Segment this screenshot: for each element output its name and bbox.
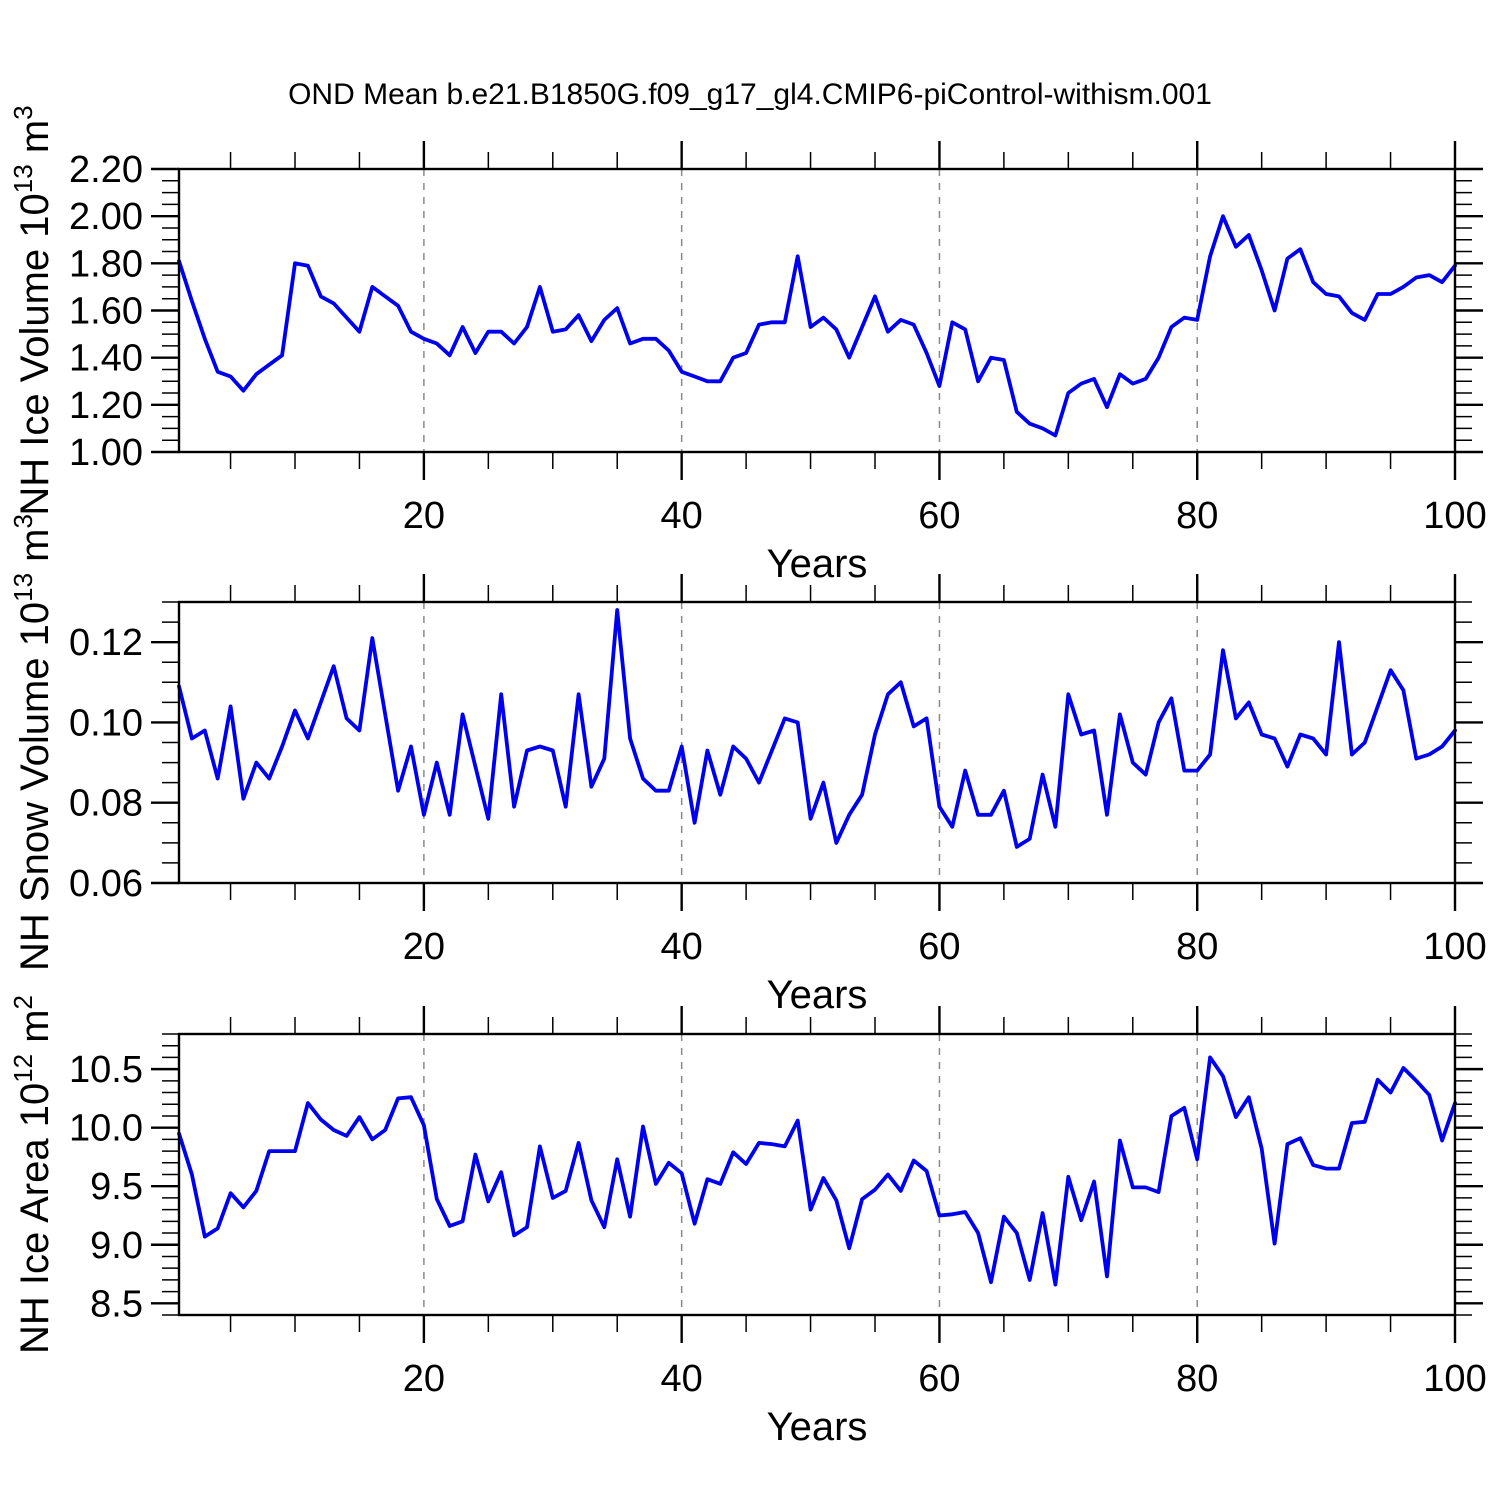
y-tick-label: 0.08 [69,783,143,825]
tick-labels: 20 40 60 80 100 1.00 1.20 1.40 1.60 1.80 2.00 2.20 [69,149,1487,537]
data-line [177,214,1457,438]
x-tick-label: 20 [403,926,445,968]
y-axis-title: NH Snow Volume 1013 m3 [8,514,57,971]
snow-volume-panel: 20 40 60 80 100 0.06 0.08 0.10 0.12 Years NH Snow … [8,514,1487,1017]
ticks [151,141,1483,480]
x-axis-title: Years [767,1405,868,1449]
x-tick-label: 80 [1176,926,1218,968]
y-axis-title: NH Ice Area 1012 m2 [8,995,57,1354]
chart-title: OND Mean b.e21.B1850G.f09_g17_gl4.CMIP6-… [288,78,1212,111]
x-axis-title: Years [767,973,868,1017]
y-tick-label: 1.20 [69,385,143,427]
x-tick-label: 80 [1176,495,1218,537]
y-tick-label: 1.80 [69,243,143,285]
y-tick-label: 1.00 [69,432,143,474]
y-tick-label: 9.0 [90,1225,143,1267]
x-tick-label: 100 [1423,1358,1486,1400]
y-tick-label: 9.5 [90,1166,143,1208]
x-tick-label: 20 [403,1358,445,1400]
y-tick-label: 10.0 [69,1108,143,1150]
x-tick-label: 40 [661,495,703,537]
ice-volume-panel: 20 40 60 80 100 1.00 1.20 1.40 1.60 1.80 2.00 2.20 Y… [8,105,1487,586]
y-tick-label: 2.00 [69,196,143,238]
x-tick-label: 100 [1423,495,1486,537]
y-tick-label: 0.10 [69,702,143,744]
ice-area-panel: 20 40 60 80 100 8.5 9.0 9.5 10.0 10.5 Years NH Ice … [8,995,1487,1449]
gridlines [423,1034,1198,1315]
x-tick-label: 100 [1423,926,1486,968]
data-line [177,608,1457,849]
x-axis-title: Years [767,542,868,586]
y-axis-title: NH Ice Volume 1013 m3 [8,105,57,515]
gridlines [423,602,1198,883]
ticks [151,574,1483,911]
y-tick-label: 2.20 [69,149,143,191]
y-tick-label: 8.5 [90,1283,143,1325]
data-line [177,1055,1457,1287]
y-tick-label: 0.06 [69,863,143,905]
y-tick-label: 1.40 [69,338,143,380]
x-tick-label: 40 [661,1358,703,1400]
gridlines [423,169,1198,452]
tick-labels: 20 40 60 80 100 8.5 9.0 9.5 10.0 10.5 [69,1049,1487,1400]
x-tick-label: 20 [403,495,445,537]
x-tick-label: 60 [918,1358,960,1400]
x-tick-label: 60 [918,926,960,968]
ticks [151,1006,1483,1343]
x-tick-label: 40 [661,926,703,968]
x-tick-label: 80 [1176,1358,1218,1400]
y-tick-label: 0.12 [69,622,143,664]
tick-labels: 20 40 60 80 100 0.06 0.08 0.10 0.12 [69,622,1487,968]
y-tick-label: 1.60 [69,291,143,333]
y-tick-label: 10.5 [69,1049,143,1091]
axes-frame [177,167,1457,454]
x-tick-label: 60 [918,495,960,537]
